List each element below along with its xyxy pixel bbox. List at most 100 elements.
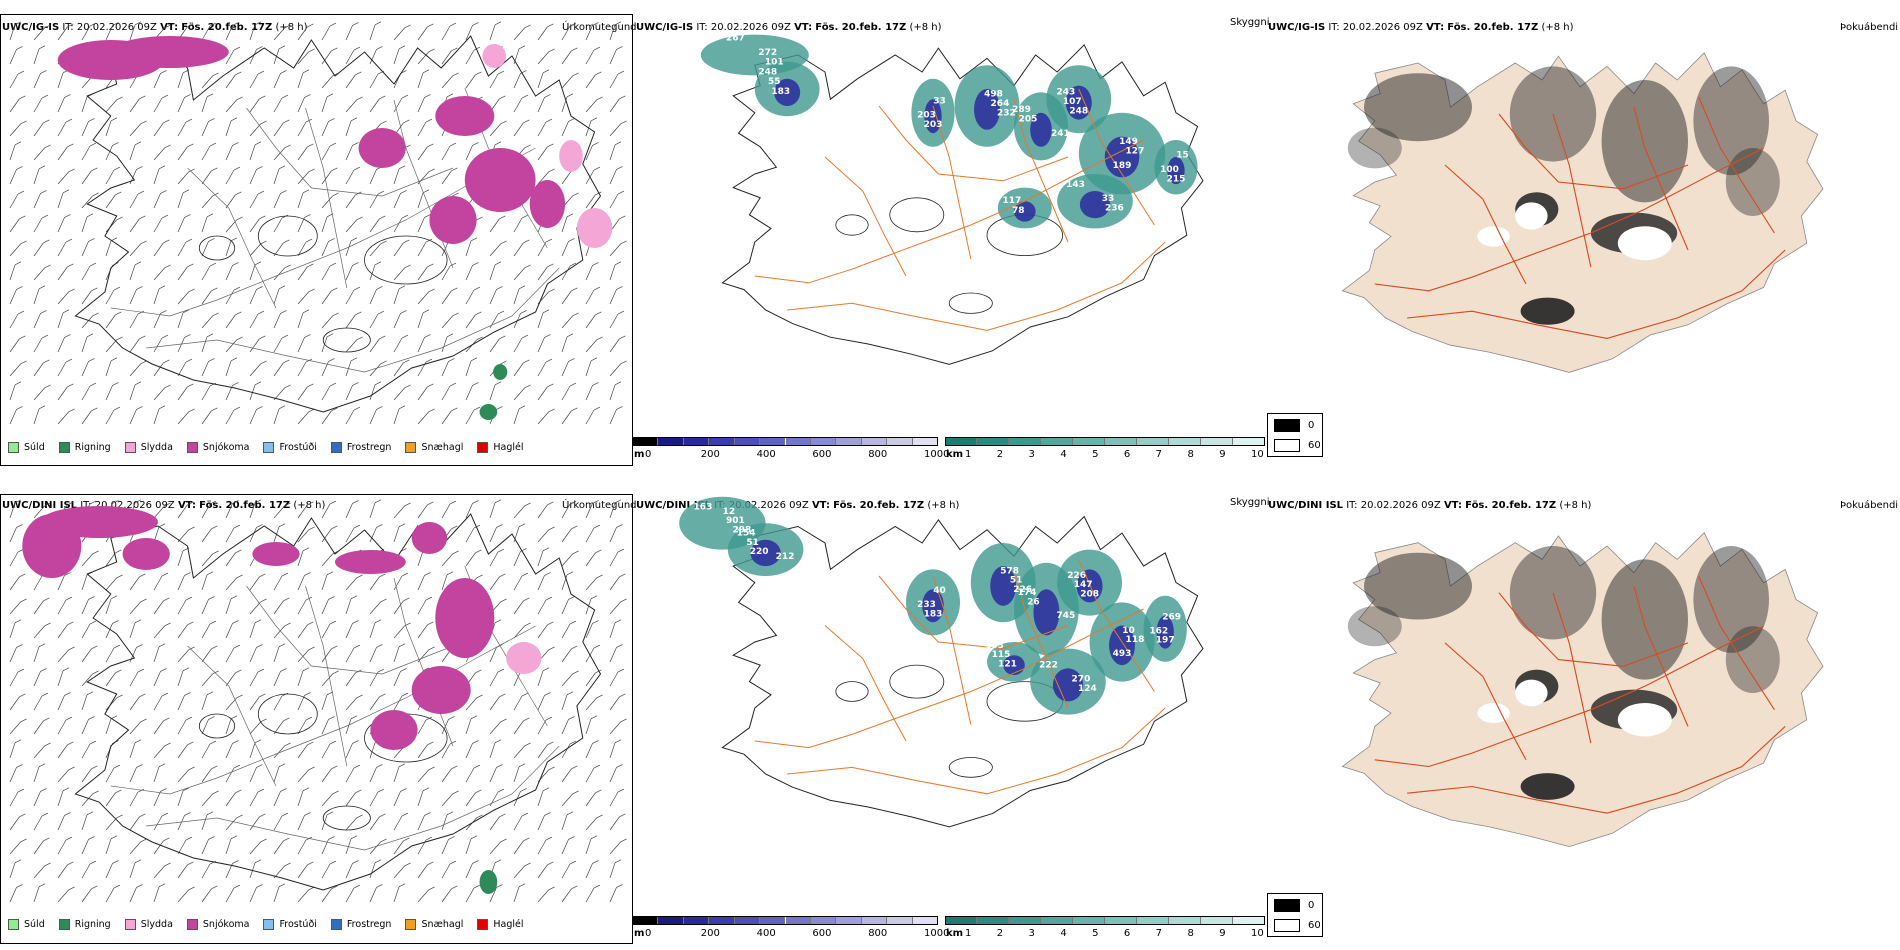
wind-barb-feather (64, 214, 71, 218)
wind-barb-feather (158, 883, 166, 888)
wind-barb-feather (20, 598, 27, 603)
wind-barb-feather (208, 358, 215, 362)
wind-barb (57, 790, 64, 807)
wind-barb-feather (304, 812, 311, 816)
wind-barb (585, 74, 596, 89)
wind-barb (345, 623, 353, 639)
road-line (187, 645, 277, 787)
colorbar-segment (734, 916, 761, 925)
wind-barb-feather (566, 691, 574, 696)
wind-barb-feather (160, 668, 167, 672)
wind-barb-feather (17, 310, 25, 315)
wind-barb (561, 574, 568, 591)
wind-barb-feather (614, 261, 622, 266)
wind-barb-feather (376, 764, 383, 768)
wind-barb (489, 887, 497, 903)
wind-barb-feather (86, 333, 94, 338)
wind-barb (177, 790, 184, 807)
legend-item-rigning: Rigning (58, 918, 111, 930)
wind-barb (441, 385, 451, 401)
wind-barb-feather (68, 886, 75, 891)
road-line (932, 105, 972, 260)
wind-barb (609, 527, 617, 543)
wind-barb-feather (19, 813, 26, 818)
wind-barb (585, 577, 597, 591)
road-line (878, 575, 1069, 650)
visibility-value-label: 205 (1019, 115, 1038, 125)
wind-barb-feather (14, 619, 22, 624)
colorbar-segment (683, 916, 710, 925)
wind-barb-feather (16, 166, 23, 170)
wind-barb-feather (92, 790, 99, 795)
wind-barb (105, 240, 112, 257)
wind-barb-feather (110, 357, 118, 362)
wind-barb-feather (115, 549, 122, 554)
wind-barb-feather (38, 285, 46, 290)
wind-barb (393, 625, 405, 639)
wind-barb-feather (332, 670, 339, 675)
wind-barb (9, 647, 17, 663)
wind-barb (153, 766, 160, 783)
ceiling-colorbar: m 0 200 400 600 800 1000 (633, 916, 949, 940)
wind-barb (465, 887, 475, 903)
wind-barb-feather (67, 23, 74, 28)
wind-barb (369, 363, 381, 377)
wind-barb (249, 791, 259, 807)
wind-barb (345, 672, 356, 687)
wind-barb (273, 815, 283, 831)
wind-barb (537, 864, 548, 879)
wind-barb (513, 73, 521, 89)
wind-barb (105, 120, 112, 137)
wind-barb (153, 313, 161, 329)
colorbar-segment (709, 916, 735, 925)
wind-barb (201, 648, 212, 663)
colorbar-tick-label: 600 (812, 449, 832, 460)
wind-barb (201, 195, 213, 209)
visibility-value-label: 174 (1018, 588, 1037, 598)
wind-barb-feather (617, 310, 625, 315)
wind-barb-feather (16, 286, 23, 290)
wind-barb (297, 769, 309, 783)
wind-barb (489, 696, 500, 711)
wind-barb (105, 385, 113, 401)
wind-barb (225, 169, 235, 185)
wind-barb-feather (233, 524, 241, 529)
wind-barb-feather (134, 21, 142, 26)
wind-barb-feather (497, 668, 505, 673)
wind-barb (273, 193, 281, 209)
wind-barb (441, 170, 452, 185)
wind-barb (201, 361, 209, 377)
wind-barb (153, 575, 163, 591)
wind-barb (321, 216, 328, 233)
wind-barb-feather (43, 359, 50, 364)
wind-barb-feather (283, 597, 290, 602)
visibility-value-label: 272 (758, 48, 777, 58)
wind-barb-feather (425, 118, 433, 123)
glacier-outline (364, 235, 448, 285)
wind-barb-feather (428, 886, 435, 891)
wind-barb-feather (158, 165, 166, 170)
colorbar-tick-label: 7 (1155, 928, 1163, 939)
wind-barb-feather (427, 383, 434, 388)
wind-barb (9, 193, 19, 209)
wind-barb-feather (523, 239, 530, 244)
wind-barb-feather (617, 70, 625, 75)
wind-barb-feather (254, 21, 262, 26)
wind-barb-feather (473, 46, 481, 51)
wind-barb (81, 361, 89, 377)
wind-barb (537, 624, 548, 639)
wind-barb-feather (112, 382, 119, 386)
wind-barb-feather (182, 667, 190, 672)
low-ceiling-area (750, 539, 781, 567)
wind-barb (177, 171, 189, 185)
wind-barb-feather (68, 408, 75, 413)
wind-barb (297, 889, 309, 903)
wind-barb (201, 673, 213, 687)
iceland-coastline (721, 515, 1204, 828)
legend-swatch (330, 441, 342, 453)
wind-barb-feather (328, 596, 335, 600)
wind-barb (201, 793, 213, 807)
ceiling-colorbar: m 0 200 400 600 800 1000 (633, 437, 949, 461)
wind-barb-feather (614, 619, 622, 624)
wind-barb-feather (38, 405, 46, 410)
